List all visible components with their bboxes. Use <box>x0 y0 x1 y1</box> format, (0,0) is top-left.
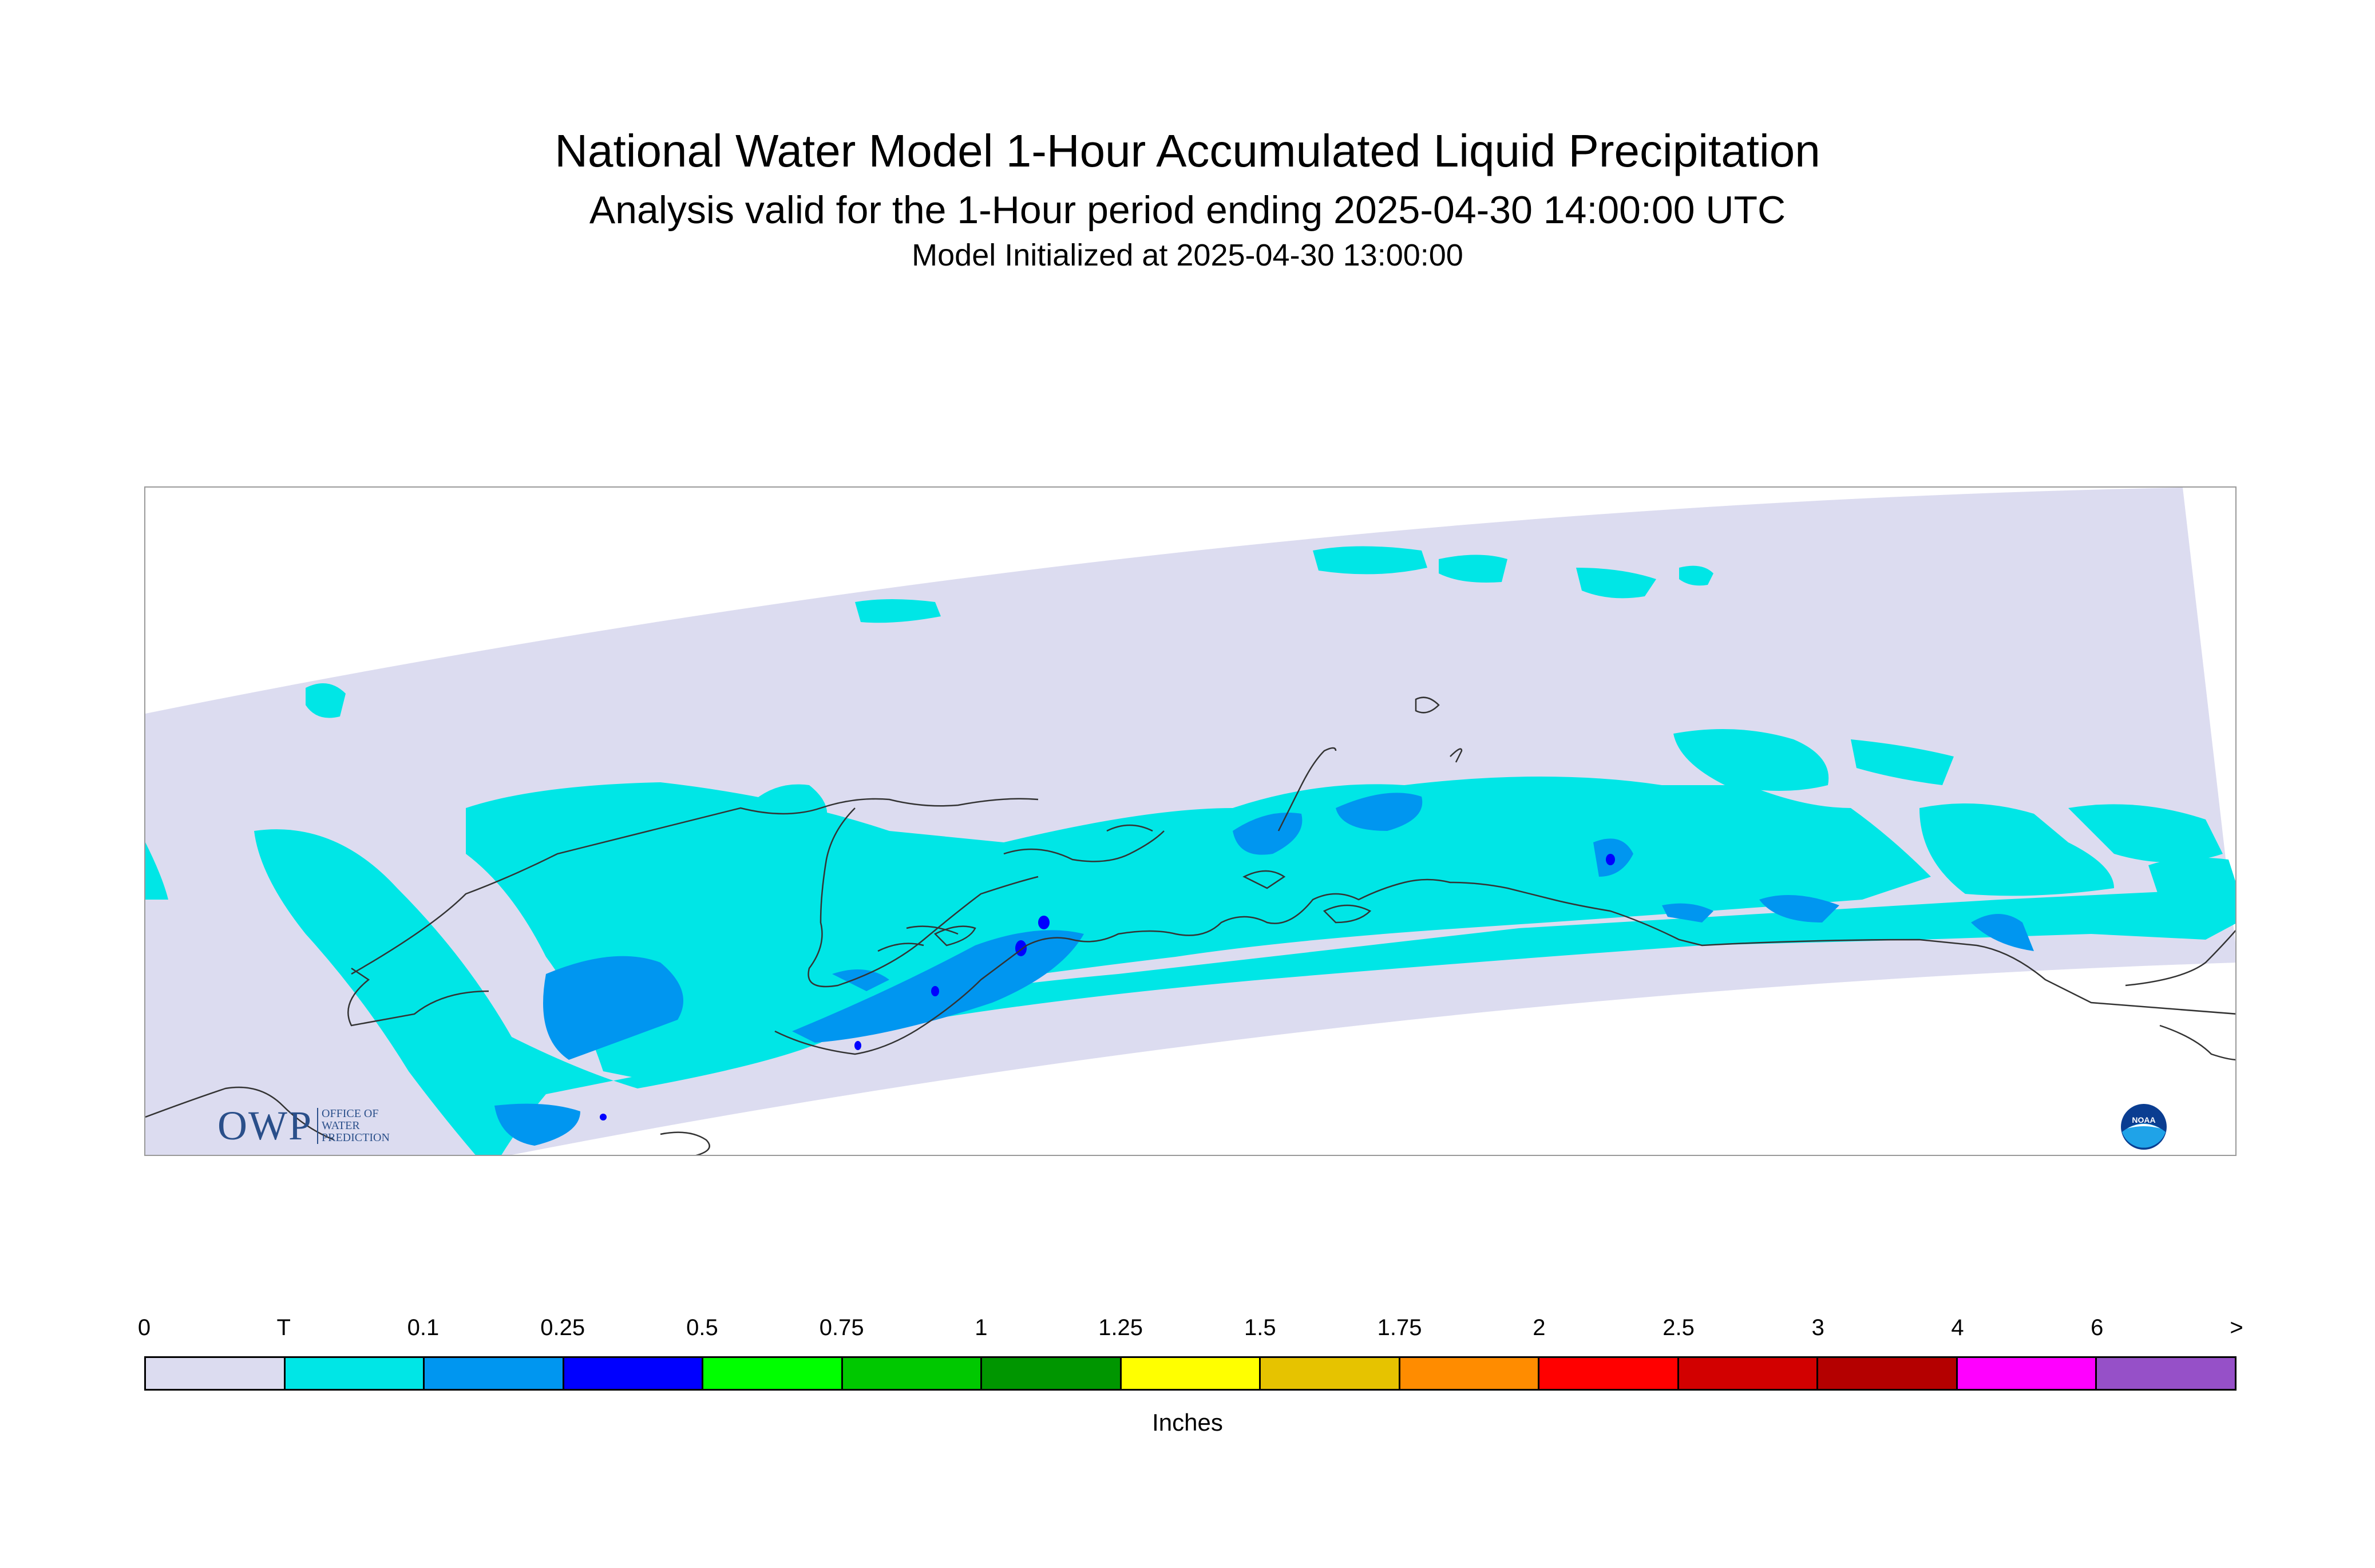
colorbar-swatch <box>146 1358 286 1389</box>
valid-period-subtitle: Analysis valid for the 1-Hour period end… <box>589 188 1786 232</box>
noaa-logo-text: NOAA <box>2132 1115 2155 1124</box>
colorbar-swatch <box>564 1358 704 1389</box>
map-canvas <box>145 488 2235 1155</box>
colorbar-tick-label: 1 <box>975 1315 988 1340</box>
colorbar-swatch <box>1957 1358 2097 1389</box>
precipitation-map <box>144 486 2237 1156</box>
colorbar-swatch <box>1539 1358 1679 1389</box>
trace-precip-areas <box>145 546 2235 1155</box>
colorbar-swatch <box>1679 1358 1819 1389</box>
colorbar-swatch <box>703 1358 843 1389</box>
colorbar-tick-label: 2 <box>1533 1315 1546 1340</box>
colorbar-swatch <box>1400 1358 1540 1389</box>
noaa-logo: NOAA <box>2121 1104 2167 1150</box>
colorbar-tick-label: T <box>276 1315 291 1340</box>
map-title: National Water Model 1-Hour Accumulated … <box>555 125 1820 176</box>
light-precip-areas <box>494 793 2034 1146</box>
colorbar-tick-label: 4 <box>1951 1315 1964 1340</box>
owp-logo-text: OFFICE OF WATER PREDICTION <box>317 1107 390 1144</box>
colorbar-tick-label: 0.25 <box>540 1315 585 1340</box>
colorbar-tick-label: 3 <box>1811 1315 1824 1340</box>
colorbar-swatch <box>842 1358 983 1389</box>
colorbar-swatch <box>285 1358 425 1389</box>
owp-logo: OWP OFFICE OF WATER PREDICTION <box>217 1103 390 1149</box>
colorbar-swatch <box>2097 1358 2235 1389</box>
model-init-line: Model Initialized at 2025-04-30 13:00:00 <box>912 238 1463 272</box>
owp-logo-line: WATER <box>322 1119 360 1132</box>
colorbar-tick-label: > <box>2230 1315 2243 1340</box>
owp-logo-line: OFFICE OF <box>322 1107 379 1120</box>
colorbar-swatch <box>425 1358 564 1389</box>
owp-logo-line: PREDICTION <box>322 1131 390 1144</box>
coastlines <box>145 696 2235 1155</box>
colorbar-tick-label: 6 <box>2091 1315 2104 1340</box>
precip-colorbar <box>144 1356 2237 1391</box>
colorbar-swatch <box>982 1358 1122 1389</box>
colorbar-swatch <box>1121 1358 1261 1389</box>
colorbar-tick-label: 2.5 <box>1662 1315 1695 1340</box>
colorbar-units-label: Inches <box>1152 1409 1223 1436</box>
colorbar-swatch <box>1818 1358 1958 1389</box>
colorbar-tick-label: 0.5 <box>686 1315 718 1340</box>
colorbar-swatch <box>1261 1358 1400 1389</box>
colorbar-tick-label: 1.5 <box>1244 1315 1276 1340</box>
colorbar-tick-label: 1.75 <box>1377 1315 1422 1340</box>
colorbar-tick-label: 0.1 <box>407 1315 440 1340</box>
colorbar-tick-label: 1.25 <box>1098 1315 1143 1340</box>
owp-logo-letters: OWP <box>217 1102 312 1149</box>
colorbar-tick-label: 0 <box>137 1315 151 1340</box>
colorbar-tick-label: 0.75 <box>819 1315 864 1340</box>
